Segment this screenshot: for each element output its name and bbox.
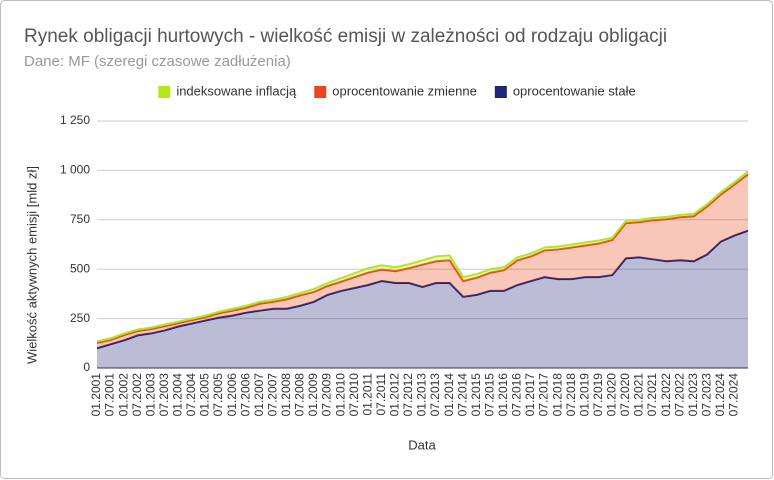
- x-tick-label: 01.2010: [333, 373, 347, 417]
- x-tick-label: 01.2001: [89, 373, 103, 417]
- x-tick-label: 01.2014: [442, 373, 456, 417]
- x-tick-label: 01.2019: [577, 373, 591, 417]
- x-tick-label: 01.2005: [198, 373, 212, 417]
- x-tick-label: 07.2019: [591, 373, 605, 417]
- y-tick-label: 500: [70, 261, 90, 275]
- x-tick-label: 07.2010: [347, 373, 361, 417]
- x-tick-label: 07.2023: [699, 373, 713, 417]
- legend-label: oprocentowanie stałe: [513, 83, 636, 98]
- x-tick-label: 07.2012: [401, 373, 415, 417]
- chart-subtitle: Dane: MF (szeregi czasowe zadłużenia): [24, 53, 291, 70]
- y-axis-title: Wielkość aktywnych emisji [mld zł]: [24, 166, 39, 364]
- area-line: [96, 229, 749, 350]
- x-tick-label: 01.2006: [225, 373, 239, 417]
- x-tick-label: 07.2015: [482, 373, 496, 417]
- x-tick-label: 07.2006: [238, 373, 252, 417]
- x-axis-title: Data: [408, 437, 436, 452]
- x-tick-label: 07.2013: [428, 373, 442, 417]
- x-tick-label: 01.2024: [713, 373, 727, 417]
- area: [97, 230, 748, 368]
- y-tick-label: 0: [83, 360, 90, 374]
- x-tick-label: 07.2014: [455, 373, 469, 417]
- x-tick-label: 01.2017: [523, 373, 537, 417]
- legend-label: oprocentowanie zmienne: [332, 83, 477, 98]
- legend-label: indeksowane inflacją: [176, 83, 297, 98]
- x-tick-label: 01.2009: [306, 373, 320, 417]
- x-tick-label: 01.2011: [360, 373, 374, 416]
- area-line: [96, 170, 749, 343]
- x-tick-label: 07.2024: [727, 373, 741, 417]
- y-tick-label: 1 000: [60, 163, 90, 177]
- x-tick-label: 01.2008: [279, 373, 293, 417]
- x-tick-label: 01.2003: [143, 373, 157, 417]
- x-tick-label: 01.2018: [550, 373, 564, 417]
- x-tick-label: 01.2015: [469, 373, 483, 417]
- x-tick-label: 01.2023: [686, 373, 700, 417]
- y-tick-label: 1 250: [60, 113, 90, 127]
- x-tick-label: 07.2011: [374, 373, 388, 416]
- y-tick-label: 750: [70, 212, 90, 226]
- legend-swatch: [494, 86, 507, 98]
- x-tick-label: 07.2002: [130, 373, 144, 417]
- x-tick-label: 07.2007: [265, 373, 279, 417]
- x-tick-label: 01.2012: [388, 373, 402, 417]
- x-tick-label: 01.2013: [415, 373, 429, 417]
- x-tick-label: 01.2022: [659, 373, 673, 417]
- x-tick-label: 07.2009: [320, 373, 334, 417]
- x-tick-label: 07.2021: [645, 373, 659, 417]
- x-tick-label: 07.2001: [103, 373, 117, 417]
- x-tick-label: 01.2020: [605, 373, 619, 417]
- x-tick-label: 07.2020: [618, 373, 632, 417]
- x-tick-label: 07.2008: [293, 373, 307, 417]
- x-tick-label: 01.2016: [496, 373, 510, 417]
- x-tick-label: 07.2004: [184, 373, 198, 417]
- legend-swatch: [314, 86, 327, 98]
- area-line: [96, 173, 749, 344]
- x-tick-label: 01.2002: [116, 373, 130, 417]
- legend: indeksowane inflacją oprocentowanie zmien…: [158, 83, 636, 98]
- y-tick-label: 250: [70, 311, 90, 325]
- x-tick-label: 01.2007: [252, 373, 266, 417]
- x-tick-label: 07.2022: [672, 373, 686, 417]
- x-tick-label: 07.2003: [157, 373, 171, 417]
- legend-swatch: [158, 86, 171, 98]
- x-tick-label: 01.2021: [632, 373, 646, 417]
- x-tick-label: 07.2016: [510, 373, 524, 417]
- x-tick-label: 07.2018: [564, 373, 578, 417]
- chart-title: Rynek obligacji hurtowych - wielkość emi…: [24, 26, 667, 47]
- x-tick-label: 07.2017: [537, 373, 551, 417]
- x-tick-label: 07.2005: [211, 373, 225, 417]
- x-tick-label: 01.2004: [171, 373, 185, 417]
